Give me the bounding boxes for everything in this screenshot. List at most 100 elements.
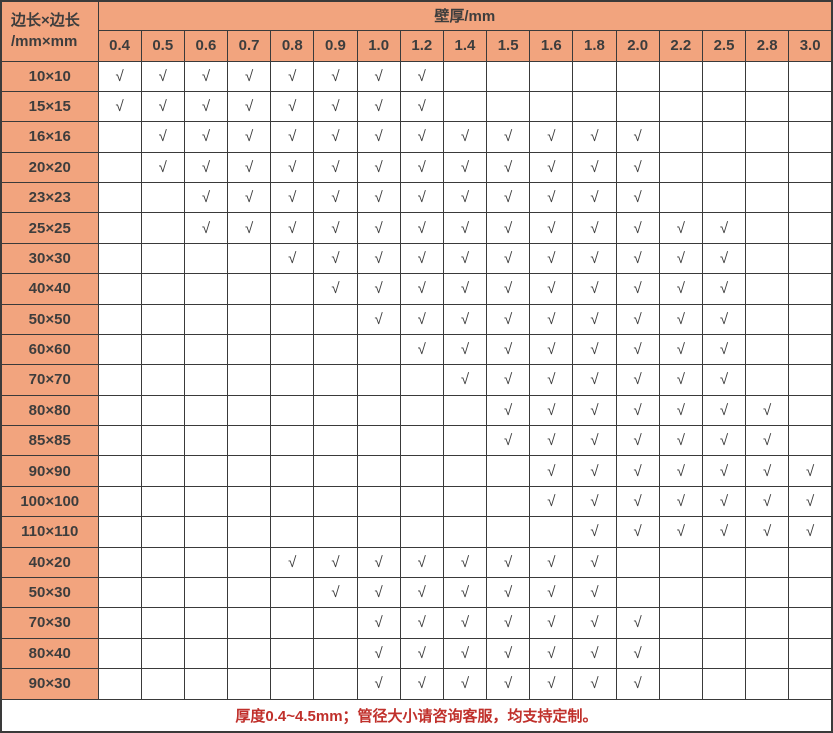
check-cell: √ [140, 121, 185, 153]
empty-cell [183, 455, 229, 487]
size-row-header: 20×20 [0, 151, 99, 184]
check-cell: √ [356, 546, 401, 578]
empty-cell [572, 60, 617, 92]
empty-cell [227, 637, 272, 670]
check-cell: √ [356, 576, 401, 609]
empty-cell [97, 181, 142, 214]
thickness-header-cell: 0.6 [183, 29, 229, 62]
size-row-header: 40×20 [0, 546, 99, 578]
empty-cell [227, 424, 272, 457]
check-cell: √ [486, 364, 531, 396]
check-cell: √ [486, 576, 531, 609]
check-cell: √ [529, 668, 574, 700]
check-cell: √ [572, 485, 617, 518]
check-cell: √ [572, 668, 617, 700]
check-cell: √ [486, 546, 531, 578]
empty-cell [140, 212, 185, 244]
check-cell: √ [399, 607, 444, 639]
empty-cell [97, 485, 142, 518]
empty-cell [97, 364, 142, 396]
size-row-header: 30×30 [0, 242, 99, 275]
empty-cell [227, 546, 272, 578]
check-cell: √ [227, 212, 272, 244]
check-cell: √ [572, 333, 617, 366]
empty-cell [701, 121, 747, 153]
check-cell: √ [356, 90, 401, 123]
check-cell: √ [486, 333, 531, 366]
check-cell: √ [399, 576, 444, 609]
empty-cell [745, 364, 790, 396]
check-cell: √ [658, 455, 703, 487]
table-row: 80×40 √ √ √ √ √ √ √ [0, 637, 833, 670]
size-row-header: 16×16 [0, 121, 99, 153]
check-cell: √ [572, 424, 617, 457]
check-cell: √ [701, 273, 747, 305]
empty-cell [745, 60, 790, 92]
check-cell: √ [572, 273, 617, 305]
check-cell: √ [701, 455, 747, 487]
empty-cell [356, 424, 401, 457]
check-cell: √ [701, 364, 747, 396]
empty-cell [270, 516, 315, 548]
table-row: 25×25 √ √ √ √ √ √ √ √ √ √ √ √ √ [0, 212, 833, 244]
check-cell: √ [183, 90, 229, 123]
empty-cell [788, 576, 833, 609]
check-cell: √ [615, 424, 660, 457]
check-cell: √ [442, 212, 488, 244]
size-row-header: 40×40 [0, 273, 99, 305]
check-cell: √ [227, 90, 272, 123]
empty-cell [140, 516, 185, 548]
empty-cell [97, 303, 142, 335]
empty-cell [701, 607, 747, 639]
empty-cell [313, 455, 358, 487]
check-cell: √ [572, 121, 617, 153]
check-cell: √ [399, 303, 444, 335]
empty-cell [615, 546, 660, 578]
check-cell: √ [140, 151, 185, 184]
footer-note: 厚度0.4~4.5mm；管径大小请咨询客服，均支持定制。 [0, 698, 833, 733]
check-cell: √ [313, 121, 358, 153]
check-cell: √ [529, 212, 574, 244]
check-cell: √ [399, 121, 444, 153]
empty-cell [788, 242, 833, 275]
check-cell: √ [572, 607, 617, 639]
empty-cell [658, 668, 703, 700]
empty-cell [788, 424, 833, 457]
empty-cell [788, 181, 833, 214]
empty-cell [356, 394, 401, 427]
check-cell: √ [572, 516, 617, 548]
check-cell: √ [615, 181, 660, 214]
check-cell: √ [572, 637, 617, 670]
size-row-header: 70×70 [0, 364, 99, 396]
empty-cell [658, 181, 703, 214]
check-cell: √ [486, 242, 531, 275]
empty-cell [745, 90, 790, 123]
empty-cell [615, 60, 660, 92]
check-cell: √ [572, 303, 617, 335]
empty-cell [227, 242, 272, 275]
empty-cell [183, 394, 229, 427]
empty-cell [356, 455, 401, 487]
check-cell: √ [529, 485, 574, 518]
empty-cell [97, 576, 142, 609]
empty-cell [788, 394, 833, 427]
check-cell: √ [442, 333, 488, 366]
check-cell: √ [529, 637, 574, 670]
size-row-header: 100×100 [0, 485, 99, 518]
empty-cell [701, 576, 747, 609]
thickness-header-cell: 0.9 [313, 29, 358, 62]
empty-cell [97, 637, 142, 670]
check-cell: √ [745, 516, 790, 548]
empty-cell [183, 668, 229, 700]
empty-cell [658, 121, 703, 153]
table-row: 50×30 √ √ √ √ √ √ √ [0, 576, 833, 609]
check-cell: √ [270, 181, 315, 214]
check-cell: √ [529, 364, 574, 396]
empty-cell [183, 607, 229, 639]
check-cell: √ [97, 60, 142, 92]
check-cell: √ [529, 546, 574, 578]
empty-cell [140, 242, 185, 275]
check-cell: √ [399, 546, 444, 578]
check-cell: √ [356, 637, 401, 670]
